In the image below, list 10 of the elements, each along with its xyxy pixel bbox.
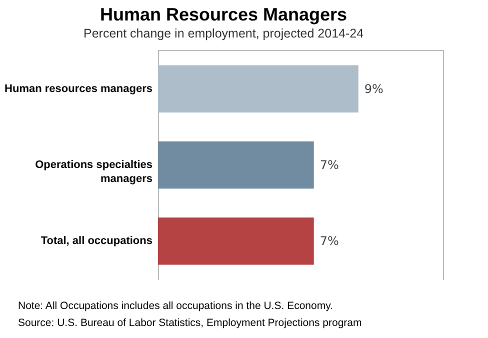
- chart-title: Human Resources Managers: [100, 4, 348, 24]
- y-tick-label: Operations specialties managers: [35, 159, 152, 185]
- y-tick-label: Human resources managers: [4, 82, 152, 95]
- source-note: Source: U.S. Bureau of Labor Statistics, Employment Projections program: [18, 316, 362, 331]
- chart-subtitle: Percent change in employment, projected 2014-24: [84, 26, 364, 40]
- y-tick-label: Total, all occupations: [40, 235, 152, 248]
- text: Note: All Occupations includes all occupations in the U.S. Economy.: [18, 299, 334, 314]
- data-label: 7%: [320, 158, 339, 172]
- data-label: 7%: [320, 234, 339, 248]
- data-label: 9%: [364, 82, 384, 96]
